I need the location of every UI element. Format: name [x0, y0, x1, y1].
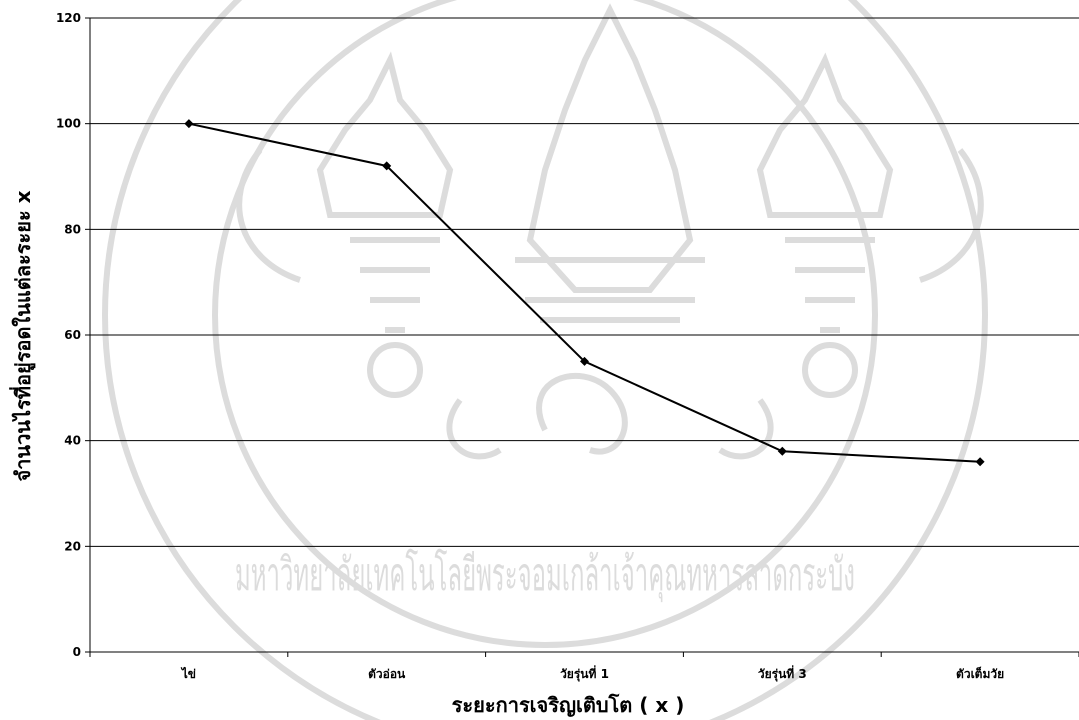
- y-axis-title: จำนวนไรที่อยู่รอดในแต่ละระยะ x: [8, 190, 37, 481]
- y-tick-label: 120: [56, 11, 81, 25]
- data-point-marker: [975, 457, 985, 467]
- data-point-marker: [382, 161, 392, 171]
- y-tick-label: 20: [64, 539, 81, 553]
- series-line-group: [184, 119, 985, 467]
- x-tick-label: วัยรุ่นที่ 3: [758, 665, 807, 682]
- x-tick-label: วัยรุ่นที่ 1: [560, 665, 609, 682]
- series-line: [188, 122, 981, 463]
- watermark-text: มหาวิทยาลัยเทคโนโลยีพระจอมเกล้าเจ้าคุณทห…: [235, 547, 855, 603]
- gridlines: [90, 17, 1079, 547]
- data-point-marker: [184, 119, 194, 129]
- y-tick-label: 40: [64, 434, 81, 448]
- y-tick-label: 0: [73, 645, 81, 659]
- x-tick-label: ตัวเต็มวัย: [956, 666, 1004, 681]
- x-axis-ticks: ไข่ ตัวอ่อน วัยรุ่นที่ 1 วัยรุ่นที่ 3 ตัวเต็…: [89, 652, 1079, 682]
- x-tick-label: ไข่: [180, 666, 196, 681]
- x-axis-title: ระยะการเจริญเติบโต ( x ): [452, 693, 685, 717]
- data-point-marker: [777, 446, 787, 456]
- y-tick-label: 80: [64, 222, 81, 236]
- x-tick-label: ตัวอ่อน: [368, 667, 406, 681]
- y-tick-label: 60: [64, 328, 81, 342]
- data-point-marker: [580, 356, 589, 366]
- y-tick-label: 100: [56, 117, 81, 131]
- y-axis-ticks: 0 20 40 60 80 100 120: [56, 11, 90, 659]
